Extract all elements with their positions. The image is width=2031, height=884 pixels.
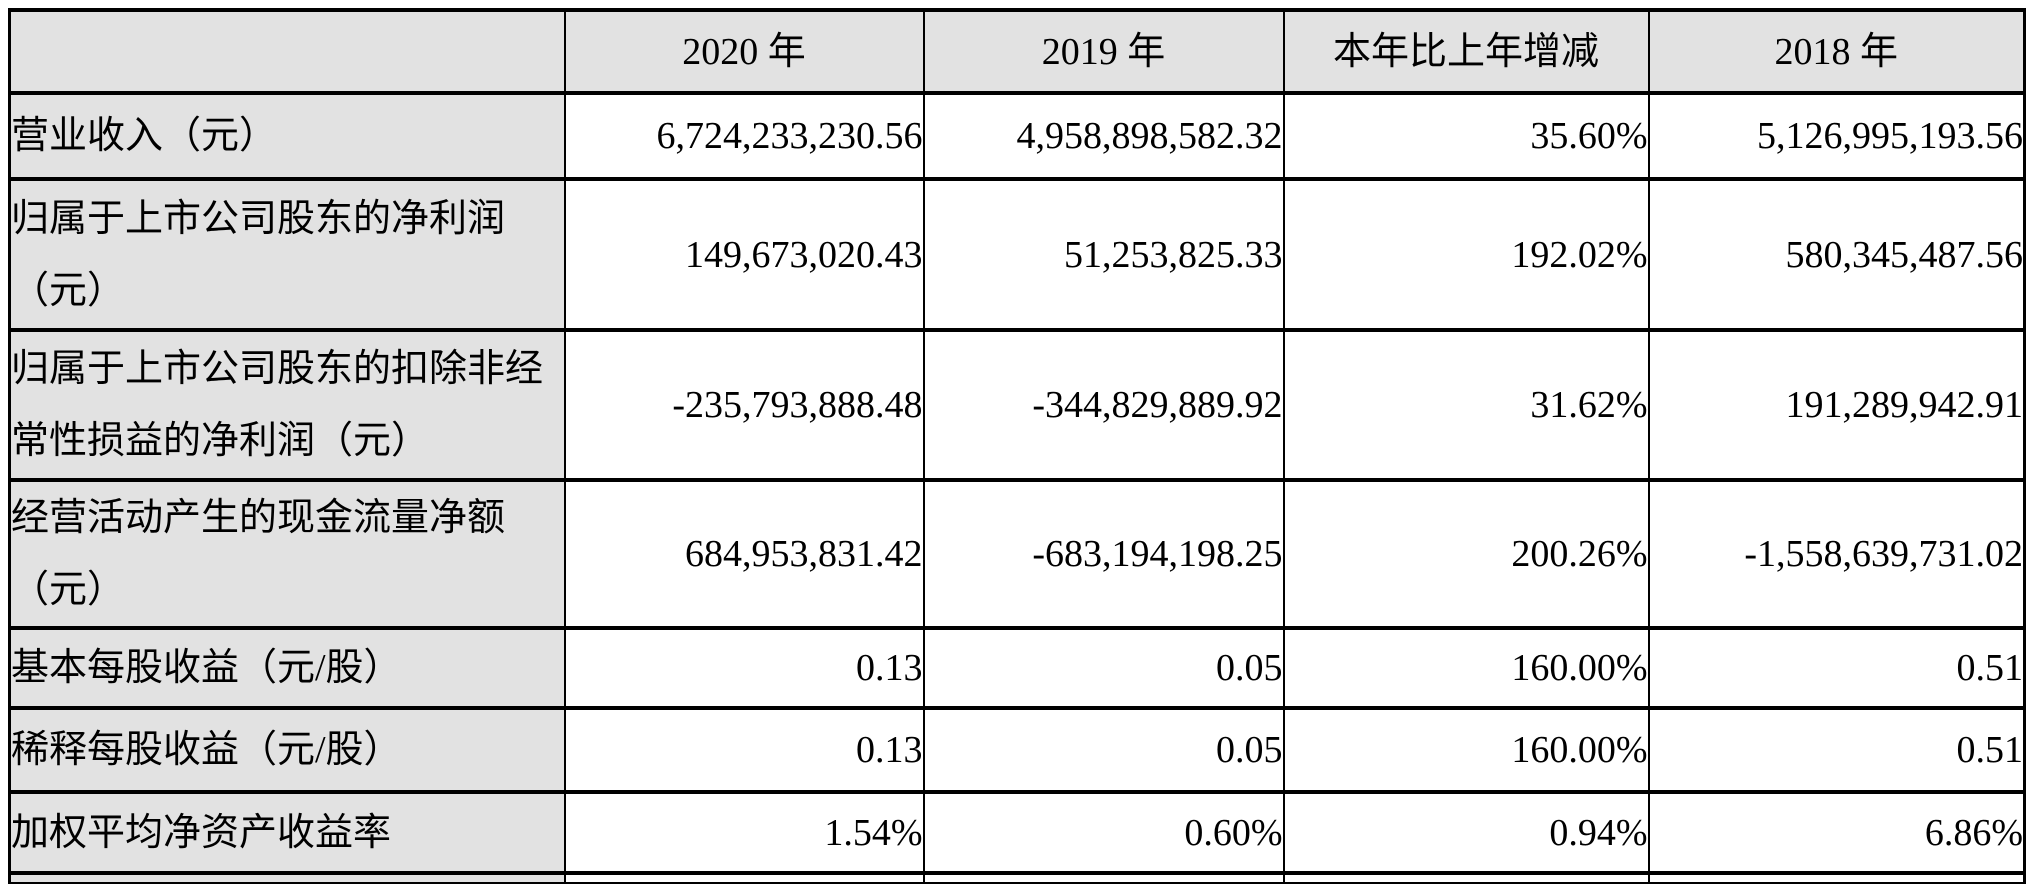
partial-row-cell <box>563 871 925 884</box>
column-header-yoy-change: 本年比上年增减 <box>1282 8 1650 95</box>
cell-value: 5,126,995,193.56 <box>1647 91 2026 181</box>
cell-value: -235,793,888.48 <box>563 328 925 482</box>
column-header-2018: 2018 年 <box>1647 8 2026 95</box>
cell-value: 0.13 <box>563 706 925 794</box>
financial-summary-table: 2020 年 2019 年 本年比上年增减 2018 年 营业收入（元） 6,7… <box>8 8 2026 884</box>
cell-value: -1,558,639,731.02 <box>1647 478 2026 630</box>
cell-value: 0.05 <box>922 706 1285 794</box>
cell-value: 149,673,020.43 <box>563 177 925 332</box>
cell-value: 6,724,233,230.56 <box>563 91 925 181</box>
row-label: 经营活动产生的现金流量净额（元） <box>8 478 566 630</box>
table-row-weighted-avg-roe: 加权平均净资产收益率 1.54% 0.60% 0.94% 6.86% <box>8 790 2026 875</box>
partial-row-cell <box>1282 871 1650 884</box>
cell-value: 0.60% <box>922 790 1285 875</box>
column-header-2020: 2020 年 <box>563 8 925 95</box>
cell-value: 192.02% <box>1282 177 1650 332</box>
cell-value: 160.00% <box>1282 626 1650 710</box>
cell-value: 1.54% <box>563 790 925 875</box>
cell-value: 0.13 <box>563 626 925 710</box>
table-row-basic-eps: 基本每股收益（元/股） 0.13 0.05 160.00% 0.51 <box>8 626 2026 710</box>
row-label: 归属于上市公司股东的净利润（元） <box>8 177 566 332</box>
cell-value: 0.94% <box>1282 790 1650 875</box>
row-label: 归属于上市公司股东的扣除非经常性损益的净利润（元） <box>8 328 566 482</box>
cell-value: 35.60% <box>1282 91 1650 181</box>
cell-value: 31.62% <box>1282 328 1650 482</box>
cell-value: 0.05 <box>922 626 1285 710</box>
table-row-net-profit-excl-nonrecurring: 归属于上市公司股东的扣除非经常性损益的净利润（元） -235,793,888.4… <box>8 328 2026 482</box>
cell-value: 51,253,825.33 <box>922 177 1285 332</box>
cell-value: 6.86% <box>1647 790 2026 875</box>
row-label: 基本每股收益（元/股） <box>8 626 566 710</box>
cell-value: 4,958,898,582.32 <box>922 91 1285 181</box>
row-label: 稀释每股收益（元/股） <box>8 706 566 794</box>
cell-value: -683,194,198.25 <box>922 478 1285 630</box>
cell-value: 684,953,831.42 <box>563 478 925 630</box>
cell-value: 200.26% <box>1282 478 1650 630</box>
table-row-operating-cash-flow: 经营活动产生的现金流量净额（元） 684,953,831.42 -683,194… <box>8 478 2026 630</box>
cell-value: -344,829,889.92 <box>922 328 1285 482</box>
corner-header-blank <box>8 8 566 95</box>
cell-value: 0.51 <box>1647 706 2026 794</box>
cell-value: 580,345,487.56 <box>1647 177 2026 332</box>
cell-value: 191,289,942.91 <box>1647 328 2026 482</box>
partial-row-label-cell <box>8 871 566 884</box>
row-label: 营业收入（元） <box>8 91 566 181</box>
table-row-diluted-eps: 稀释每股收益（元/股） 0.13 0.05 160.00% 0.51 <box>8 706 2026 794</box>
partial-row-cell <box>922 871 1285 884</box>
cell-value: 160.00% <box>1282 706 1650 794</box>
table-row-revenue: 营业收入（元） 6,724,233,230.56 4,958,898,582.3… <box>8 91 2026 181</box>
cell-value: 0.51 <box>1647 626 2026 710</box>
column-header-2019: 2019 年 <box>922 8 1285 95</box>
header-row: 2020 年 2019 年 本年比上年增减 2018 年 <box>8 8 2026 95</box>
partial-row-cutoff <box>8 871 2026 884</box>
table-row-net-profit: 归属于上市公司股东的净利润（元） 149,673,020.43 51,253,8… <box>8 177 2026 332</box>
row-label: 加权平均净资产收益率 <box>8 790 566 875</box>
partial-row-cell <box>1647 871 2026 884</box>
